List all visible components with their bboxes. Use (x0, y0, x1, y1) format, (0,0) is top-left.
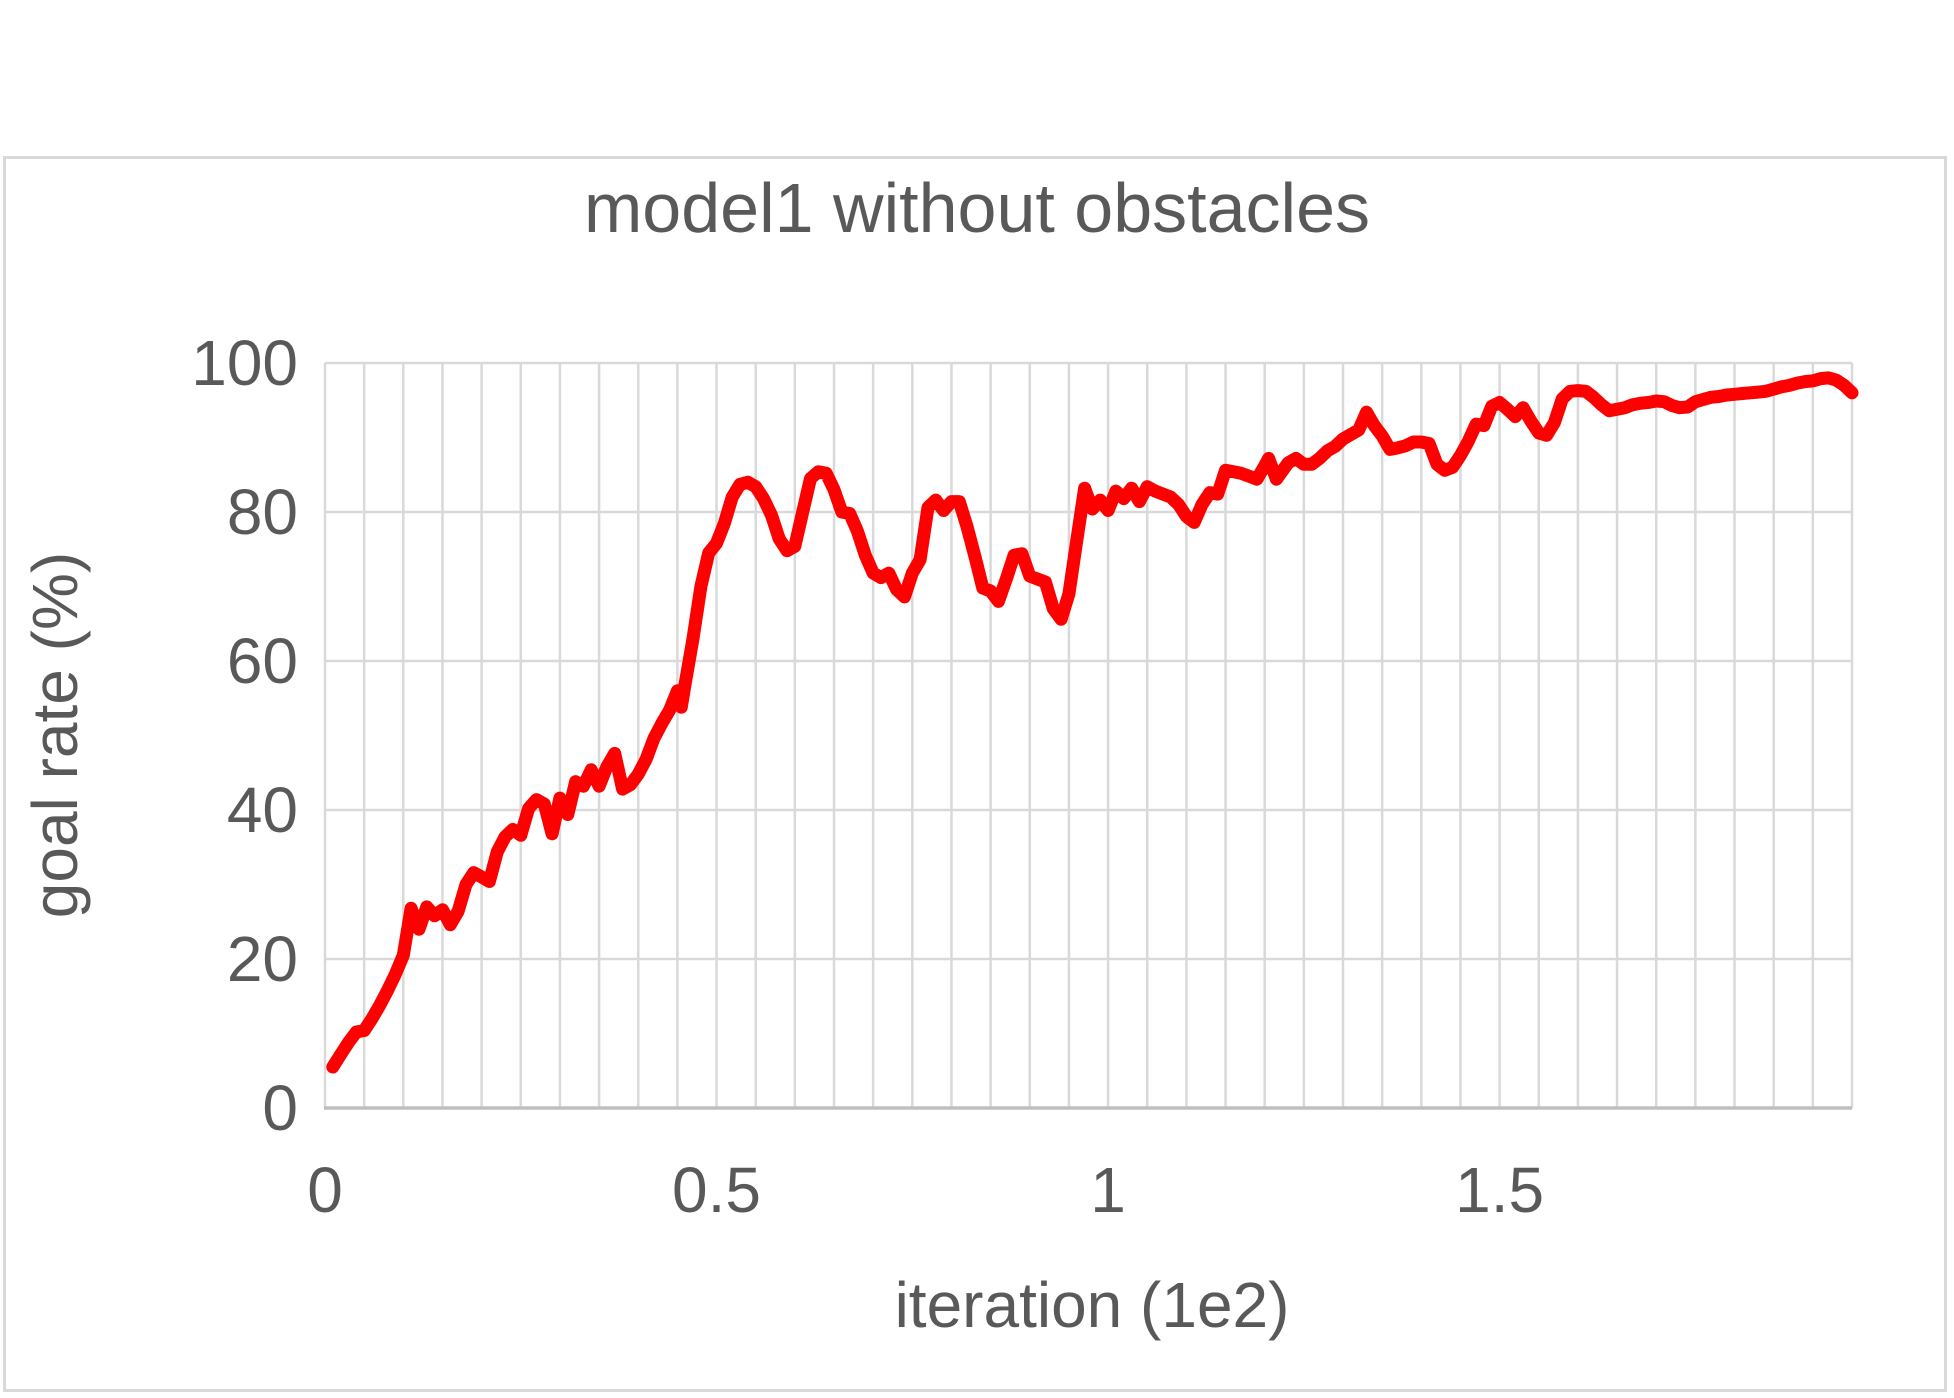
y-tick-label: 60 (226, 625, 298, 697)
x-axis-title: iteration (1e2) (894, 1269, 1290, 1341)
x-tick-label: 1 (1090, 1154, 1126, 1226)
x-tick-label: 0 (307, 1154, 343, 1226)
data-series-line (326, 371, 1859, 1074)
x-tick-label: 1.5 (1455, 1154, 1545, 1226)
y-tick-label: 0 (262, 1072, 298, 1144)
y-axis-title: goal rate (%) (19, 551, 91, 919)
x-tick-label: 0.5 (672, 1154, 762, 1226)
gridlines (323, 361, 1854, 1108)
chart-title: model1 without obstacles (584, 169, 1370, 247)
y-tick-label: 40 (226, 774, 298, 846)
y-tick-label: 100 (191, 327, 298, 399)
series-polyline (326, 371, 1859, 1074)
y-tick-label: 20 (226, 923, 298, 995)
y-tick-label: 80 (226, 476, 298, 548)
